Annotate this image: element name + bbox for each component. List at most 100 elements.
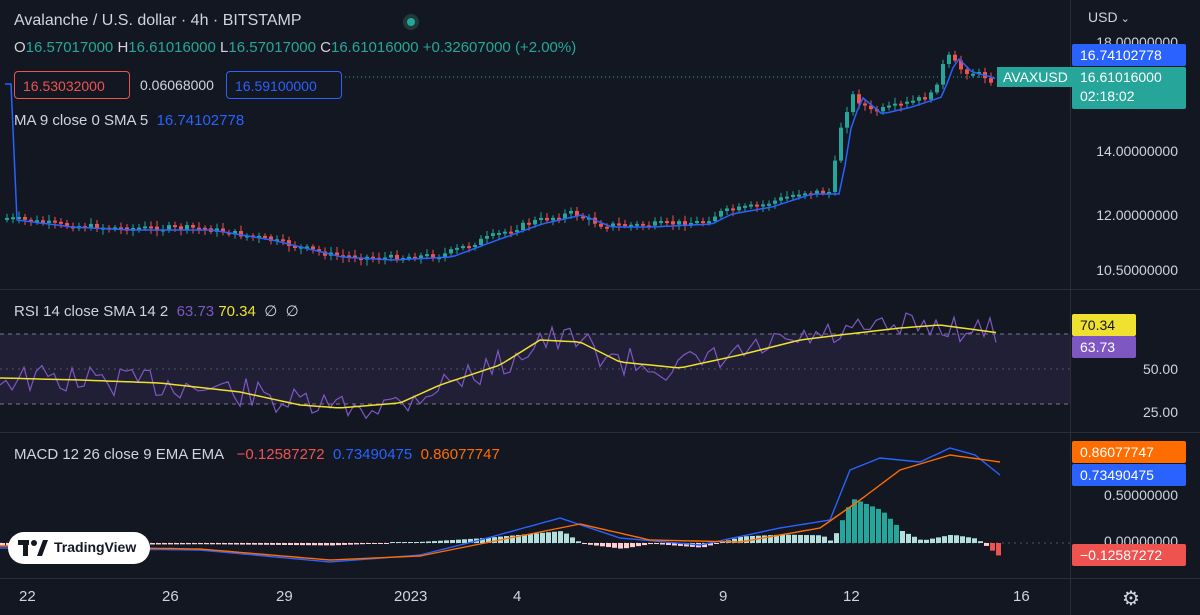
settings-gear-icon[interactable]: ⚙ [1122, 588, 1140, 610]
macd-histogram-bar [852, 499, 857, 543]
macd-histogram-bar [480, 538, 485, 543]
candle-body [563, 213, 567, 219]
macd-histogram-bar [804, 535, 809, 543]
macd-histogram-bar [324, 543, 329, 546]
ma-legend[interactable]: MA 9 close 0 SMA 5 16.74102778 [14, 112, 245, 129]
spread-value: 0.06068000 [140, 77, 214, 93]
macd-histogram-bar [270, 543, 275, 545]
market-status-icon [403, 14, 419, 30]
macd-histogram-bar [864, 503, 869, 543]
tradingview-logo[interactable]: TradingView [8, 532, 150, 564]
macd-histogram-bar [768, 535, 773, 543]
macd-histogram-bar [648, 543, 653, 545]
macd-histogram-bar [654, 543, 659, 545]
macd-histogram-bar [636, 543, 641, 547]
candle-body [113, 227, 117, 230]
macd-histogram-bar [936, 537, 941, 543]
macd-histogram-bar [996, 543, 1001, 556]
macd-histogram-bar [162, 543, 167, 545]
macd-histogram-bar [492, 537, 497, 543]
tradingview-logo-icon [18, 540, 48, 556]
candle-body [395, 254, 399, 261]
candle-body [605, 226, 609, 229]
candle-body [533, 219, 537, 225]
macd-histogram-bar [762, 535, 767, 543]
candle-body [95, 223, 99, 230]
macd-histogram-bar [426, 541, 431, 543]
candle-body [863, 103, 867, 106]
currency-selector[interactable]: USD ⌄ [1088, 9, 1130, 25]
price-pane-divider [0, 289, 1200, 290]
candle-body [671, 221, 675, 225]
macd-histogram-bar [810, 535, 815, 543]
candle-body [425, 254, 429, 257]
macd-histogram-bar [792, 534, 797, 543]
candle-body [167, 225, 171, 230]
price-axis-label: 12.00000000 [1096, 207, 1178, 223]
macd-histogram-bar [924, 539, 929, 543]
candle-body [617, 223, 621, 226]
macd-histogram-bar [186, 543, 191, 545]
candle-body [629, 224, 633, 227]
candle-body [527, 222, 531, 225]
rsi-legend[interactable]: RSI 14 close SMA 14 2 63.73 70.34 ∅ ∅ [14, 303, 299, 320]
price-axis-label: 14.00000000 [1096, 143, 1178, 159]
buy-button[interactable]: 16.59100000 [226, 71, 342, 99]
macd-histogram-bar [282, 543, 287, 545]
macd-histogram-bar [660, 543, 665, 545]
candle-body [443, 253, 447, 258]
candle-body [839, 127, 843, 161]
candle-body [233, 230, 237, 235]
macd-histogram-bar [942, 536, 947, 543]
macd-histogram-bar [954, 535, 959, 543]
macd-histogram-bar [180, 543, 185, 545]
macd-histogram-bar [210, 543, 215, 545]
chart-title[interactable]: Avalanche / U.S. dollar · 4h · BITSTAMP [14, 12, 302, 29]
macd-histogram-bar [582, 543, 587, 545]
macd-histogram-bar [666, 543, 671, 546]
candle-body [743, 205, 747, 208]
candle-body [989, 78, 993, 83]
candle-body [797, 194, 801, 197]
candle-body [389, 254, 393, 258]
macd-histogram-bar [420, 541, 425, 543]
candle-body [467, 246, 471, 249]
macd-histogram-bar [858, 501, 863, 543]
symbol-tag: AVAXUSD [997, 67, 1074, 87]
macd-legend[interactable]: MACD 12 26 close 9 EMA EMA −0.12587272 0… [14, 446, 500, 463]
candle-body [461, 246, 465, 249]
macd-hist-tag: −0.12587272 [1072, 544, 1186, 566]
macd-histogram-bar [588, 543, 593, 545]
macd-histogram-bar [918, 539, 923, 543]
candle-body [791, 194, 795, 197]
candle-body [29, 219, 33, 222]
macd-histogram-bar [738, 536, 743, 543]
candle-body [509, 231, 513, 234]
macd-histogram-bar [294, 543, 299, 546]
candle-body [905, 101, 909, 104]
candle-body [263, 235, 267, 238]
candle-body [419, 255, 423, 260]
candle-body [971, 73, 975, 76]
macd-histogram-bar [378, 543, 383, 544]
candle-body [695, 221, 699, 224]
candle-body [515, 230, 519, 233]
macd-histogram-bar [486, 537, 491, 543]
candle-body [431, 254, 435, 258]
candle-body [143, 226, 147, 229]
macd-histogram-bar [960, 536, 965, 543]
chevron-down-icon: ⌄ [1120, 13, 1130, 25]
candle-body [869, 105, 873, 110]
candle-body [317, 249, 321, 252]
candle-body [359, 258, 363, 261]
candle-body [119, 227, 123, 230]
sell-button[interactable]: 16.53032000 [14, 71, 130, 99]
macd-histogram-bar [468, 538, 473, 543]
candle-body [755, 204, 759, 207]
time-axis-label: 16 [1013, 588, 1030, 605]
candle-body [149, 226, 153, 229]
candle-body [947, 54, 951, 65]
candle-body [611, 223, 615, 228]
macd-histogram-bar [888, 518, 893, 543]
